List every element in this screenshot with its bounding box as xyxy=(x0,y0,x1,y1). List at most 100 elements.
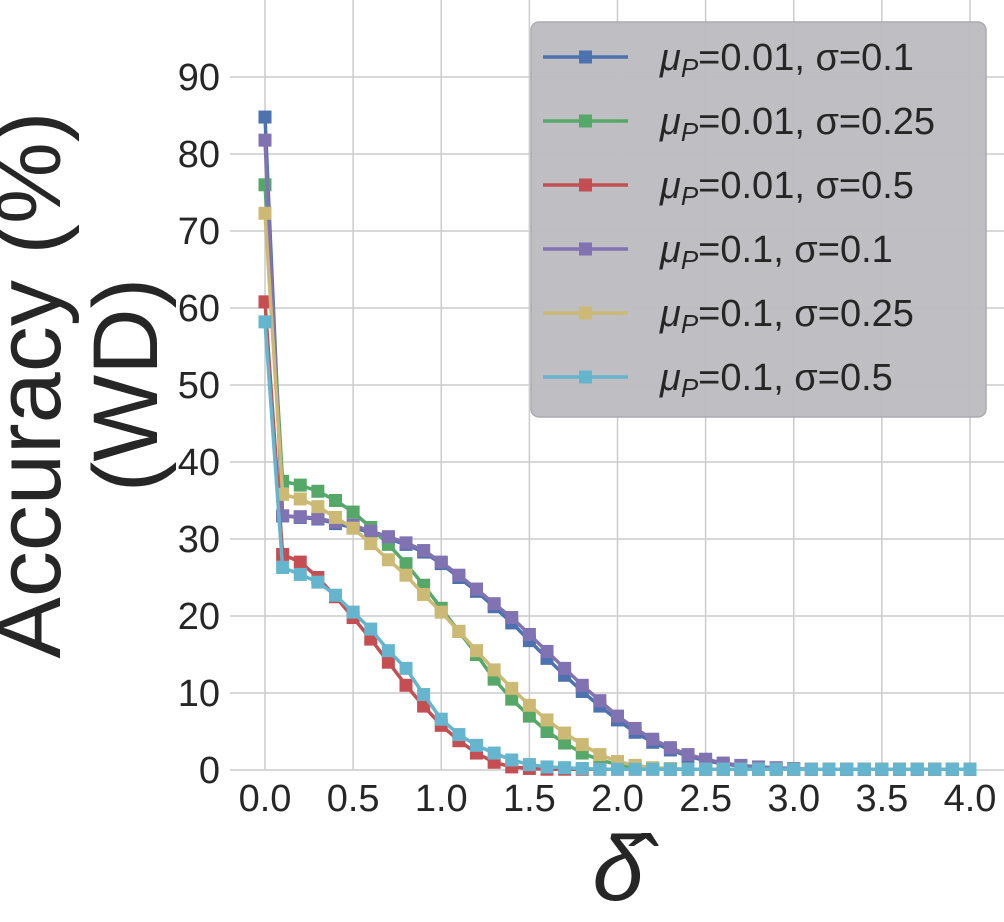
data-point xyxy=(381,644,395,658)
data-point xyxy=(593,694,607,708)
data-point xyxy=(699,762,713,776)
legend: μP=0.01, σ=0.1 μP=0.01, σ=0.25 μP=0.01, σ=… xyxy=(530,21,987,418)
x-tick-label: 0.0 xyxy=(239,778,292,820)
data-point xyxy=(540,713,554,727)
data-point xyxy=(487,746,501,760)
data-point xyxy=(293,492,307,506)
data-point xyxy=(293,567,307,581)
data-point xyxy=(329,588,342,602)
data-point xyxy=(945,762,959,776)
data-point xyxy=(311,575,325,589)
y-tick-label: 30 xyxy=(178,519,220,561)
legend-marker xyxy=(579,178,592,192)
data-point xyxy=(734,762,748,776)
data-point xyxy=(752,762,765,776)
data-point xyxy=(329,510,342,524)
y-tick-label: 70 xyxy=(178,211,220,253)
data-point xyxy=(487,597,501,611)
data-point xyxy=(628,762,642,776)
data-point xyxy=(417,688,431,702)
x-axis-ticks: 0.0 0.5 1.0 1.5 2.0 2.5 3.0 3.5 4.0 xyxy=(239,778,997,820)
data-point xyxy=(276,560,290,574)
y-tick-label: 50 xyxy=(178,365,220,407)
data-point xyxy=(522,627,536,641)
legend-label: μP=0.1, σ=0.1 xyxy=(659,229,893,275)
data-point xyxy=(452,624,466,638)
data-point xyxy=(558,726,572,740)
x-tick-label: 4.0 xyxy=(944,778,997,820)
data-point xyxy=(364,622,378,636)
data-point xyxy=(681,748,695,762)
data-point xyxy=(258,295,272,309)
data-point xyxy=(293,510,307,524)
data-point xyxy=(963,762,977,776)
data-point xyxy=(646,732,660,746)
data-point xyxy=(699,752,713,766)
y-tick-label: 40 xyxy=(178,442,220,484)
data-point xyxy=(540,644,554,658)
data-point xyxy=(910,762,924,776)
data-point xyxy=(505,681,519,695)
data-point xyxy=(381,655,395,669)
y-axis-title-line-1: Accuracy (%) xyxy=(0,112,80,659)
y-tick-label: 10 xyxy=(178,673,220,715)
legend-label: μP=0.1, σ=0.25 xyxy=(659,293,914,339)
data-point xyxy=(258,315,272,329)
data-point xyxy=(311,511,325,525)
data-point xyxy=(258,206,272,220)
data-point xyxy=(611,762,624,776)
data-point xyxy=(646,762,660,776)
legend-entry-6: μP=0.1, σ=0.5 xyxy=(543,357,893,403)
data-point xyxy=(417,587,431,601)
data-point xyxy=(716,762,730,776)
data-point xyxy=(857,762,871,776)
data-point xyxy=(505,611,519,625)
legend-label: μP=0.01, σ=0.25 xyxy=(659,101,935,147)
data-point xyxy=(399,568,413,582)
data-point xyxy=(522,709,536,723)
legend-label: μP=0.1, σ=0.5 xyxy=(659,357,893,403)
x-axis-title: δ̂ xyxy=(592,818,658,920)
x-tick-label: 3.0 xyxy=(767,778,820,820)
x-tick-label: 1.0 xyxy=(415,778,468,820)
data-point xyxy=(258,110,272,124)
data-point xyxy=(893,762,906,776)
data-point xyxy=(434,555,448,569)
x-tick-label: 2.0 xyxy=(591,778,644,820)
data-point xyxy=(258,133,272,147)
x-tick-label: 1.5 xyxy=(503,778,556,820)
data-point xyxy=(928,762,942,776)
x-tick-label: 0.5 xyxy=(327,778,380,820)
legend-label: μP=0.01, σ=0.1 xyxy=(659,37,914,83)
legend-entry-1: μP=0.01, σ=0.1 xyxy=(543,37,914,83)
data-point xyxy=(522,698,536,712)
data-point xyxy=(593,762,607,776)
data-point xyxy=(558,736,572,750)
x-tick-label: 3.5 xyxy=(855,778,908,820)
data-point xyxy=(452,568,466,582)
data-point xyxy=(346,505,360,519)
data-point xyxy=(804,762,818,776)
data-point xyxy=(399,661,413,675)
data-point xyxy=(329,494,342,507)
data-point xyxy=(364,524,378,538)
data-point xyxy=(840,762,854,776)
legend-marker xyxy=(579,370,592,384)
data-point xyxy=(628,721,642,735)
data-point xyxy=(399,678,413,692)
data-point xyxy=(663,762,677,776)
data-point xyxy=(346,521,360,535)
data-point xyxy=(381,553,395,567)
legend-entry-2: μP=0.01, σ=0.25 xyxy=(543,101,935,147)
data-point xyxy=(593,748,607,762)
legend-marker xyxy=(579,114,592,128)
data-point xyxy=(505,753,519,767)
y-tick-label: 20 xyxy=(178,596,220,638)
data-point xyxy=(417,544,431,558)
y-tick-label: 60 xyxy=(178,288,220,330)
data-point xyxy=(293,555,307,569)
data-point xyxy=(558,661,572,675)
data-point xyxy=(311,484,325,498)
data-point xyxy=(505,692,519,706)
data-point xyxy=(417,699,431,713)
